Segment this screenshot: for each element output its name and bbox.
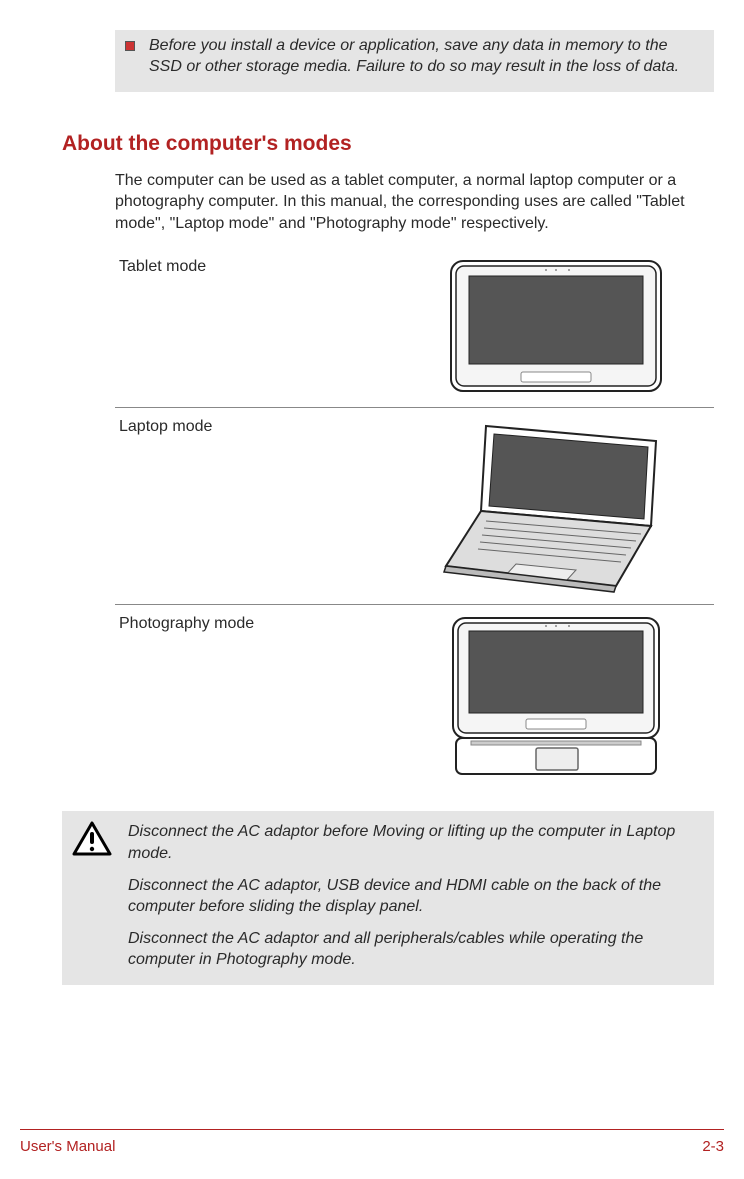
mode-image-laptop: [403, 416, 710, 596]
mode-row-laptop: Laptop mode: [115, 408, 714, 605]
footer-left: User's Manual: [20, 1138, 115, 1155]
warning-icon: [72, 821, 114, 971]
mode-image-photo: [403, 613, 710, 783]
photo-mode-icon: [441, 613, 671, 783]
footer-right: 2-3: [702, 1138, 724, 1155]
notice-box: Before you install a device or applicati…: [115, 30, 714, 92]
mode-label-photo: Photography mode: [119, 613, 403, 783]
warning-p3: Disconnect the AC adaptor and all periph…: [128, 928, 704, 971]
intro-paragraph: The computer can be used as a tablet com…: [115, 170, 714, 235]
modes-table: Tablet mode Laptop mode: [115, 248, 714, 791]
mode-row-tablet: Tablet mode: [115, 248, 714, 408]
bullet-icon: [125, 41, 135, 51]
warning-p1: Disconnect the AC adaptor before Moving …: [128, 821, 704, 864]
section-heading: About the computer's modes: [62, 132, 724, 156]
mode-row-photo: Photography mode: [115, 605, 714, 791]
warning-text: Disconnect the AC adaptor before Moving …: [128, 821, 704, 971]
warning-p2: Disconnect the AC adaptor, USB device an…: [128, 875, 704, 918]
mode-label-tablet: Tablet mode: [119, 256, 403, 399]
page-footer: User's Manual 2-3: [20, 1129, 724, 1155]
tablet-icon: [441, 256, 671, 396]
warning-box: Disconnect the AC adaptor before Moving …: [62, 811, 714, 985]
notice-text: Before you install a device or applicati…: [149, 36, 704, 78]
mode-label-laptop: Laptop mode: [119, 416, 403, 596]
mode-image-tablet: [403, 256, 710, 399]
laptop-icon: [426, 416, 686, 596]
